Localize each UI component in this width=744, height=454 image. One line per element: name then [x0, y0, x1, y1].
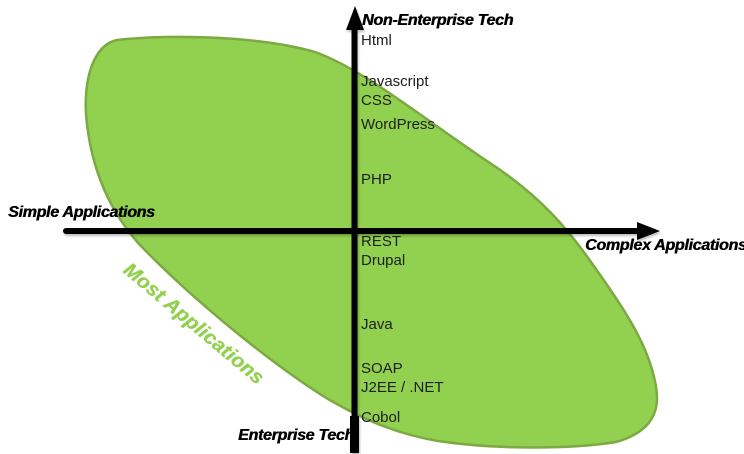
right-arrowhead-icon	[637, 222, 660, 240]
tech-label-java: Java	[361, 316, 393, 333]
tech-label-rest: REST	[361, 233, 402, 250]
tech-label-cobol: Cobol	[361, 409, 401, 426]
horizontal-axis	[63, 222, 660, 240]
tech-label-javascript: Javascript	[361, 73, 429, 90]
most-applications-ellipse	[84, 35, 659, 449]
up-arrowhead-icon	[346, 6, 364, 30]
tech-label-j2ee-dotnet: J2EE / .NET	[361, 379, 444, 396]
tech-label-drupal: Drupal	[361, 252, 406, 269]
axis-label-complex-applications: Complex Applications	[585, 237, 744, 254]
tech-label-wordpress: WordPress	[361, 116, 435, 133]
tech-label-php: PHP	[361, 171, 392, 188]
tech-label-css: CSS	[361, 92, 392, 109]
vertical-axis	[346, 6, 364, 453]
axis-label-non-enterprise-tech: Non-Enterprise Tech	[362, 12, 514, 29]
axis-label-simple-applications: Simple Applications	[8, 204, 155, 221]
tech-label-html: Html	[361, 32, 392, 49]
axis-label-enterprise-tech: Enterprise Tech	[238, 427, 354, 444]
vertical-axis-endcap	[350, 416, 359, 453]
tech-label-soap: SOAP	[361, 360, 403, 377]
